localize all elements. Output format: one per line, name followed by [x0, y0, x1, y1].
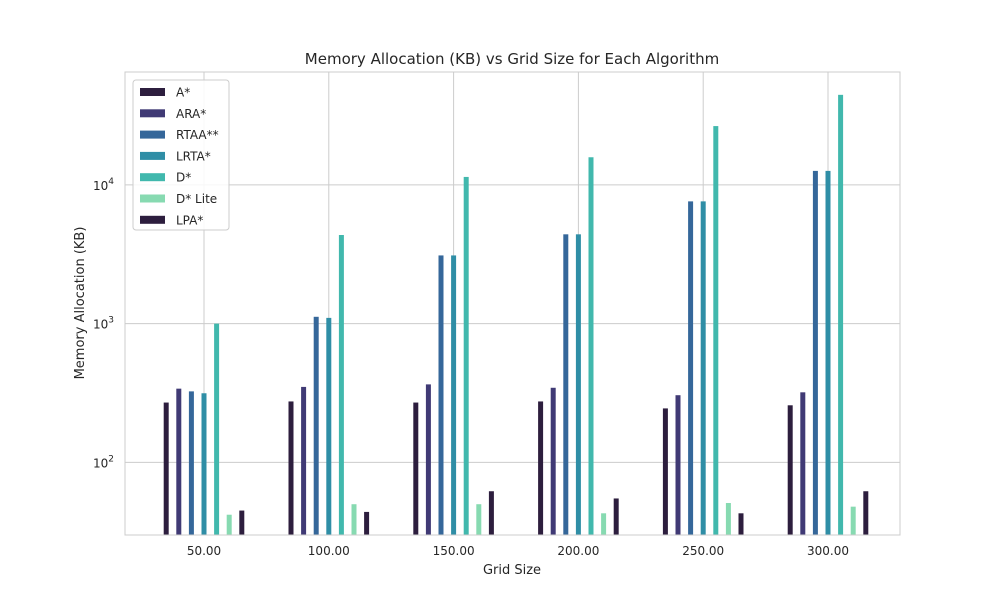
legend-label: D* — [176, 171, 191, 185]
bar — [463, 176, 469, 535]
legend-label: A* — [176, 86, 190, 100]
x-tick-label: 300.00 — [807, 544, 849, 558]
bar — [351, 504, 357, 535]
bar — [488, 491, 494, 535]
bar — [850, 506, 856, 535]
bar — [364, 511, 370, 535]
x-tick-label: 100.00 — [308, 544, 350, 558]
bar — [725, 503, 731, 535]
bar — [338, 235, 344, 535]
bar — [326, 317, 332, 535]
legend-swatch — [140, 215, 165, 224]
bar — [812, 170, 818, 536]
bar — [825, 170, 831, 536]
bar — [613, 498, 619, 535]
legend-swatch — [140, 194, 165, 203]
bar — [538, 401, 544, 535]
legend-swatch — [140, 109, 165, 118]
bar — [425, 384, 431, 535]
x-tick-label: 200.00 — [557, 544, 599, 558]
bar — [738, 513, 744, 535]
bar — [201, 393, 207, 535]
x-tick-label: 250.00 — [682, 544, 724, 558]
y-tick-label: 102 — [93, 454, 114, 470]
y-tick-labels: 102 103 104 — [93, 177, 114, 471]
legend-label: RTAA** — [176, 128, 219, 142]
bar — [163, 402, 169, 535]
legend-swatch — [140, 151, 165, 160]
bar — [313, 316, 319, 535]
x-tick-label: 150.00 — [433, 544, 475, 558]
bar — [176, 388, 182, 535]
y-tick-label: 104 — [93, 177, 114, 193]
bar — [787, 405, 793, 535]
legend-box — [132, 79, 230, 231]
bar — [188, 391, 194, 535]
bar — [563, 234, 569, 535]
chart-title: Memory Allocation (KB) vs Grid Size for … — [305, 50, 719, 68]
plot-frame — [124, 71, 901, 536]
legend-label: D* Lite — [176, 192, 217, 206]
legend-swatch — [140, 130, 165, 139]
bar — [800, 392, 806, 535]
legend-label: LRTA* — [176, 149, 211, 163]
bar — [713, 126, 719, 536]
bar — [838, 94, 844, 536]
bar — [451, 255, 457, 535]
legend: A* ARA* RTAA** LRTA* D* D* Lite LPA* — [132, 79, 230, 231]
bar — [301, 386, 307, 535]
legend-label: LPA* — [176, 213, 203, 227]
bar — [288, 401, 294, 535]
bar — [675, 395, 681, 535]
bars — [163, 94, 869, 536]
legend-swatch — [140, 173, 165, 182]
plot-area — [125, 72, 900, 535]
bar — [662, 408, 668, 535]
bar — [438, 255, 444, 535]
legend-label: ARA* — [176, 107, 206, 121]
legend-swatch — [140, 88, 165, 96]
bar — [575, 234, 581, 535]
x-tick-labels: 50.00 100.00 150.00 200.00 250.00 300.00 — [187, 544, 849, 558]
y-tick-label: 103 — [93, 316, 114, 332]
bar — [588, 157, 594, 535]
bar — [550, 387, 556, 535]
bar — [601, 513, 607, 535]
bar — [239, 510, 245, 535]
bar — [214, 323, 220, 535]
x-axis-label: Grid Size — [483, 563, 541, 578]
x-tick-label: 50.00 — [187, 544, 221, 558]
bar — [863, 491, 869, 535]
y-axis-label: Memory Allocation (KB) — [73, 227, 88, 380]
bar — [688, 201, 694, 535]
bar — [413, 402, 419, 535]
bar — [700, 201, 706, 535]
bar — [226, 514, 232, 535]
bar — [476, 504, 482, 535]
